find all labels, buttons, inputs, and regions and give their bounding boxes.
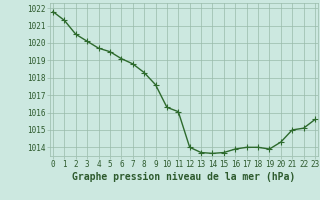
X-axis label: Graphe pression niveau de la mer (hPa): Graphe pression niveau de la mer (hPa)	[72, 172, 296, 182]
